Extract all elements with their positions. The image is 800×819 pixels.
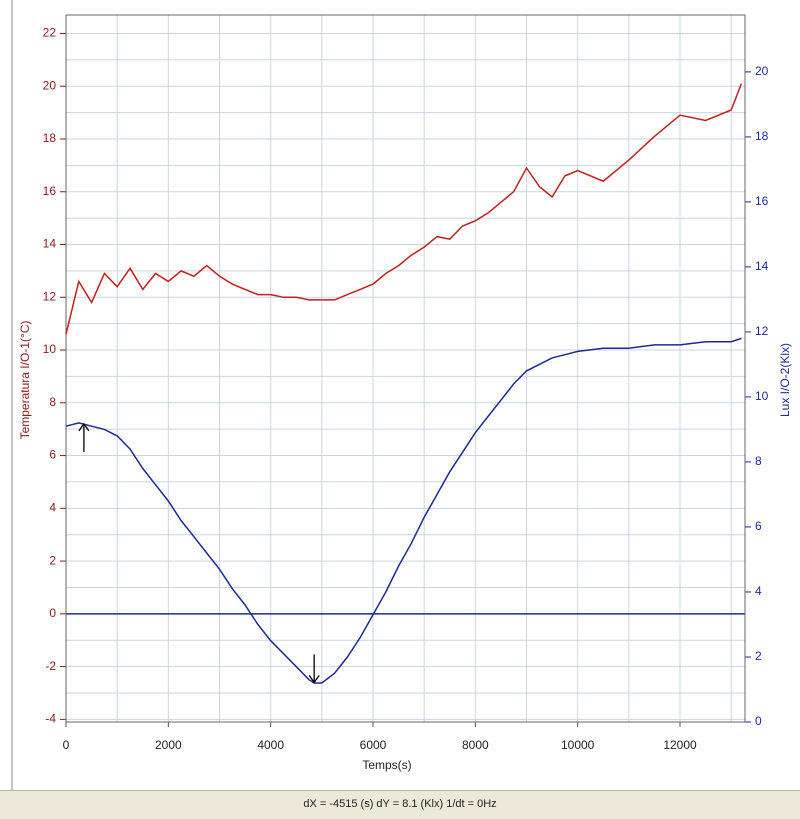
cursor-marker <box>78 422 90 452</box>
y-tick-label: -2 <box>45 659 56 673</box>
y-tick-label: 6 <box>49 448 56 462</box>
status-bar: dX = -4515 (s) dY = 8.1 (Klx) 1/dt = 0Hz <box>0 790 800 819</box>
y2-axis-label: Lux I/O-2(Klx) <box>778 343 792 417</box>
y2-tick-label: 4 <box>755 584 762 598</box>
cursor-arrow <box>78 422 90 432</box>
x-tick-label: 0 <box>63 738 70 752</box>
x-tick-label: 4000 <box>257 738 284 752</box>
y-tick-label: 22 <box>43 26 57 40</box>
y-tick-label: 2 <box>49 553 56 567</box>
y2-tick-label: 6 <box>755 519 762 533</box>
y2-tick-label: 8 <box>755 454 762 468</box>
series-line <box>65 337 742 684</box>
y2-tick-label: 2 <box>755 649 762 663</box>
y-tick-label: 8 <box>49 395 56 409</box>
y2-tick-label: 10 <box>755 389 769 403</box>
series-line <box>65 83 743 335</box>
y-tick-label: 10 <box>43 342 57 356</box>
x-tick-label: 12000 <box>663 738 697 752</box>
y2-tick-label: 18 <box>755 129 769 143</box>
chart: Temps(s) Temperatura I/O-1(°C) Lux I/O-2… <box>11 0 792 790</box>
y-tick-label: 14 <box>43 237 57 251</box>
x-tick-label: 8000 <box>462 738 489 752</box>
cursor-arrow <box>308 675 320 684</box>
y2-tick-label: 16 <box>755 194 769 208</box>
x-axis-label: Temps(s) <box>362 758 411 772</box>
y-tick-label: 12 <box>43 289 57 303</box>
y2-tick-label: 0 <box>755 714 762 728</box>
y-tick-label: 4 <box>49 500 56 514</box>
y-axis-label: Temperatura I/O-1(°C) <box>18 321 32 440</box>
y-tick-label: 0 <box>49 606 56 620</box>
y-tick-label: 20 <box>43 78 57 92</box>
cursor-marker <box>308 654 320 684</box>
y2-tick-label: 12 <box>755 324 769 338</box>
x-tick-label: 10000 <box>561 738 595 752</box>
y2-tick-label: 14 <box>755 259 769 273</box>
y2-tick-label: 20 <box>755 64 769 78</box>
x-tick-label: 6000 <box>360 738 387 752</box>
y-tick-label: 16 <box>43 184 57 198</box>
y-tick-label: 18 <box>43 131 57 145</box>
x-tick-label: 2000 <box>155 738 182 752</box>
y-tick-label: -4 <box>45 712 56 726</box>
plot-frame <box>65 14 746 723</box>
